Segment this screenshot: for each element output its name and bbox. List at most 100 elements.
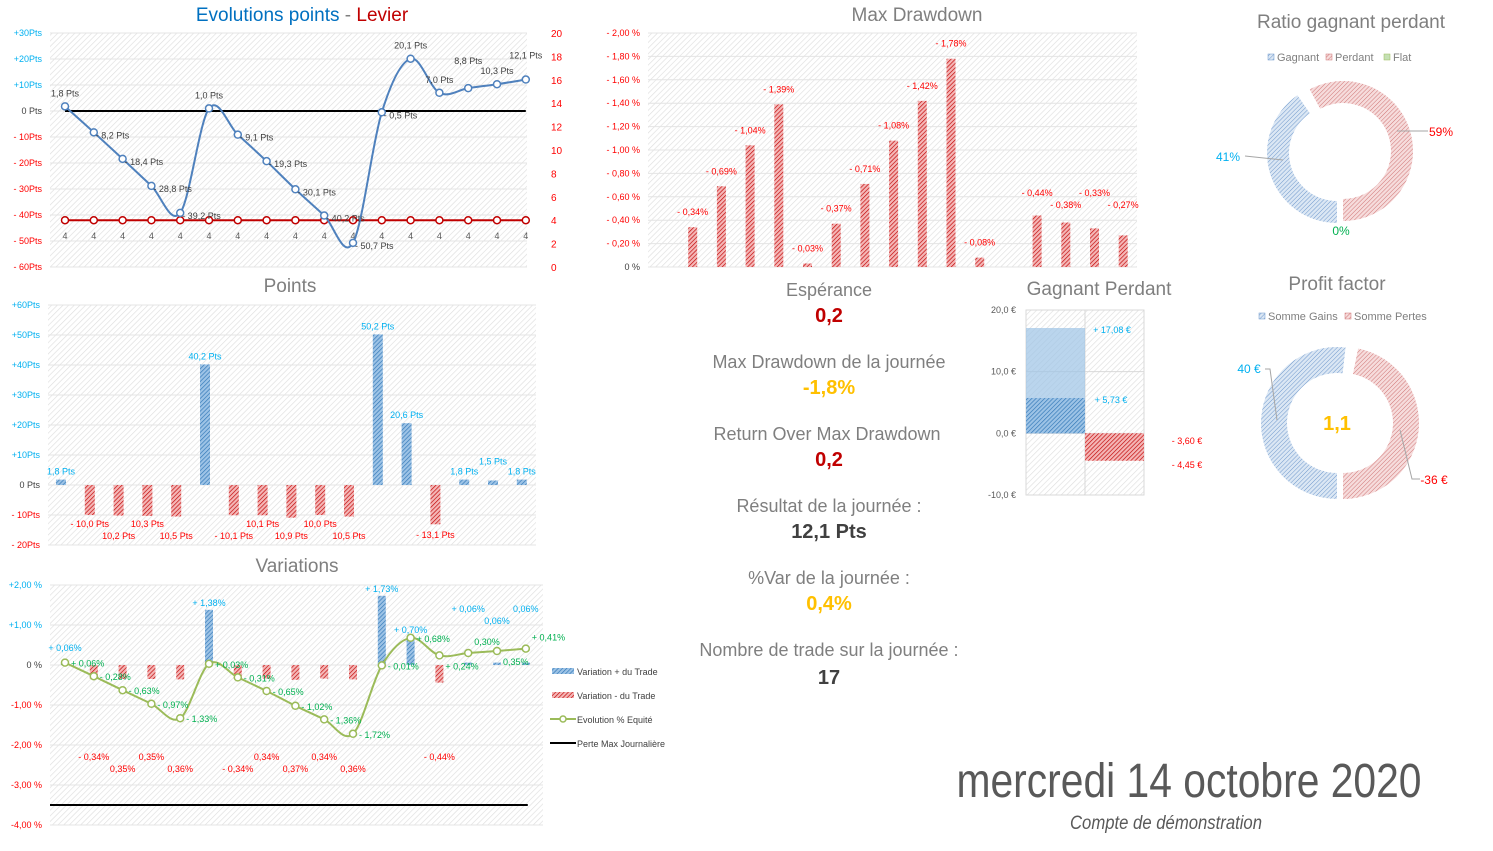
levier-point bbox=[521, 215, 531, 225]
equity-point bbox=[463, 648, 473, 658]
legend-label: Variation + du Trade bbox=[577, 667, 658, 677]
points-bar-label: 1,8 Pts bbox=[47, 467, 76, 477]
points-bar bbox=[200, 364, 210, 485]
variation-bar bbox=[521, 662, 530, 665]
leader-line bbox=[1399, 429, 1420, 480]
legend-swatch bbox=[1383, 53, 1391, 61]
points-bar bbox=[84, 485, 95, 515]
drawdown-bar-label: - 1,04% bbox=[735, 125, 766, 135]
legend-label: Somme Gains bbox=[1268, 311, 1338, 323]
variation-bar-label: - 0,34% bbox=[222, 764, 253, 774]
legend-label: Perte Max Journalière bbox=[577, 739, 665, 749]
evolution-label: - 40,2 Pts bbox=[326, 214, 365, 224]
evolution-chart-title: Evolutions points - Levier bbox=[196, 5, 409, 26]
equity-label: + 0,41% bbox=[532, 633, 565, 643]
drawdown-bar bbox=[716, 186, 726, 267]
y-tick-label: - 1,60 % bbox=[606, 75, 640, 85]
variations-chart: +2,00 % +1,00 % 0 % -1,00 % -2,00 % -3,00 % -4… bbox=[9, 580, 665, 830]
equity-label: - 0,31% bbox=[244, 673, 275, 683]
points-bar bbox=[286, 485, 297, 518]
equity-label: - 0,97% bbox=[157, 700, 188, 710]
variation-bar-label: + 1,38% bbox=[192, 598, 225, 608]
y-tick-label: - 2,00 % bbox=[606, 28, 640, 38]
levier-point bbox=[233, 215, 243, 225]
equity-label: 0,30% bbox=[474, 637, 500, 647]
drawdown-bar bbox=[831, 223, 841, 267]
evolution-chart: +30Pts +20Pts +10Pts 0 Pts - 10Pts - 20Pts - 3… bbox=[13, 28, 562, 274]
equity-point bbox=[435, 651, 444, 660]
gain-avg-bar bbox=[1026, 397, 1085, 434]
evolution-point bbox=[377, 108, 387, 117]
evolution-point bbox=[60, 102, 70, 111]
gain-label: + 17,08 € bbox=[1093, 325, 1131, 335]
levier-point bbox=[204, 215, 214, 225]
evolution-label: - 30,1 Pts bbox=[297, 187, 336, 197]
y-tick-label: +60Pts bbox=[12, 300, 41, 310]
points-bar-label: 10,3 Pts bbox=[131, 519, 165, 529]
equity-label: - 1,33% bbox=[186, 714, 217, 724]
levier-label: 4 bbox=[206, 231, 211, 241]
legend-label: Perdant bbox=[1335, 52, 1374, 64]
evolution-label: - 8,2 Pts bbox=[96, 130, 130, 140]
leader-line bbox=[1265, 368, 1278, 421]
drawdown-bar-label: - 0,71% bbox=[849, 164, 880, 174]
variation-bar bbox=[377, 595, 386, 665]
variation-bar bbox=[435, 665, 444, 683]
y-tick-label: - 0,60 % bbox=[606, 192, 640, 202]
levier-label: 4 bbox=[264, 231, 269, 241]
drawdown-bar bbox=[889, 140, 899, 267]
points-bar bbox=[401, 423, 412, 485]
y-tick-label: +10Pts bbox=[14, 80, 43, 90]
evolution-label: 1,8 Pts bbox=[51, 88, 80, 98]
stat-value-esperance: 0,2 bbox=[815, 305, 843, 327]
right-tick-label: 20 bbox=[551, 29, 563, 40]
points-bar-label: 10,5 Pts bbox=[160, 531, 194, 541]
y-tick-label: 0 % bbox=[624, 262, 640, 272]
evolution-label: 10,3 Pts bbox=[480, 66, 514, 76]
account-name: Compte de démonstration bbox=[1070, 813, 1262, 834]
points-bar-label: 1,8 Pts bbox=[508, 467, 537, 477]
legend-swatch-positive bbox=[552, 668, 574, 674]
equity-point bbox=[521, 644, 531, 653]
report-date: mercredi 14 octobre 2020 bbox=[957, 755, 1422, 808]
y-tick-label: - 50Pts bbox=[13, 236, 42, 246]
variation-bar bbox=[464, 662, 473, 665]
levier-label: 4 bbox=[322, 231, 327, 241]
loss-label: - 3,60 € bbox=[1172, 436, 1203, 446]
equity-point bbox=[406, 633, 415, 643]
y-tick-label: -3,00 % bbox=[11, 780, 42, 790]
drawdown-chart-title: Max Drawdown bbox=[852, 5, 983, 26]
stat-value-resultat: 12,1 Pts bbox=[791, 521, 867, 543]
points-bar-label: 10,5 Pts bbox=[332, 531, 366, 541]
y-tick-label: +2,00 % bbox=[9, 580, 42, 590]
evolution-point bbox=[463, 83, 473, 93]
legend-swatch-negative bbox=[552, 692, 574, 698]
levier-point bbox=[348, 215, 358, 225]
levier-label: 4 bbox=[178, 231, 183, 241]
points-bar bbox=[171, 485, 182, 517]
levier-point bbox=[291, 215, 300, 225]
variation-bar-label: 0,34% bbox=[254, 752, 280, 762]
equity-label: - 1,02% bbox=[301, 702, 332, 712]
levier-point bbox=[492, 215, 502, 225]
equity-point bbox=[492, 646, 502, 656]
evolution-label: - 39,2 Pts bbox=[182, 211, 221, 221]
stat-label-max-drawdown: Max Drawdown de la journée bbox=[712, 352, 945, 372]
profit-factor-value: 1,1 bbox=[1323, 413, 1351, 435]
drawdown-bar bbox=[688, 227, 698, 267]
loss-label: - 4,45 € bbox=[1172, 460, 1203, 470]
points-bar bbox=[372, 334, 383, 485]
evolution-point bbox=[262, 156, 271, 166]
variation-bar-label: + 0,06% bbox=[48, 643, 81, 653]
variation-bar-label: 0,36% bbox=[340, 764, 366, 774]
variation-bar-label: 0,35% bbox=[110, 764, 136, 774]
points-bar-label: 10,2 Pts bbox=[102, 531, 136, 541]
losses-label: -36 € bbox=[1420, 473, 1448, 487]
evolution-label: 7,0 Pts bbox=[425, 75, 454, 85]
y-tick-label: -4,00 % bbox=[11, 820, 42, 830]
equity-point bbox=[262, 686, 271, 696]
points-chart: +60Pts +50Pts +40Pts +30Pts +20Pts +10Pts 0 Pt… bbox=[11, 300, 536, 550]
levier-point bbox=[147, 215, 156, 225]
points-bar-label: 20,6 Pts bbox=[390, 410, 424, 420]
